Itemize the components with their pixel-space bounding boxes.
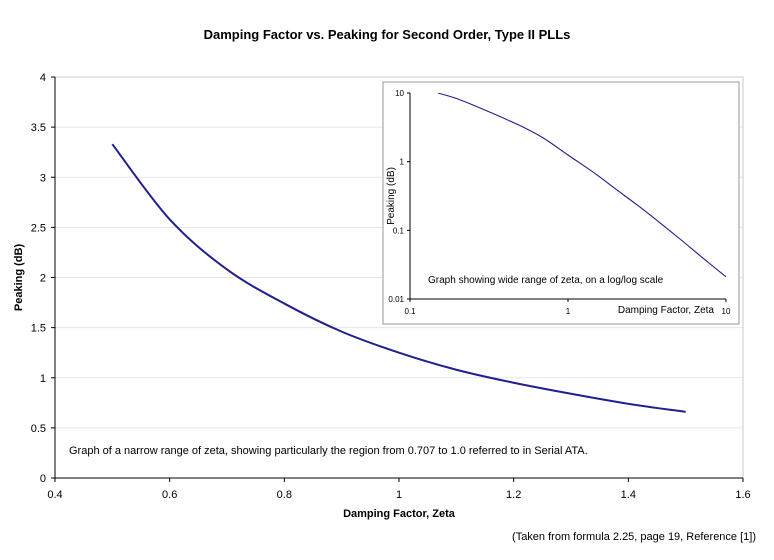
inset-annotation: Graph showing wide range of zeta, on a l… [428,275,664,286]
inset-x-tick-label: 0.1 [404,307,416,316]
inset-y-axis-label: Peaking (dB) [386,167,397,225]
main-x-tick-label: 0.8 [277,489,292,501]
main-y-tick-label: 0 [40,473,46,485]
main-y-tick-label: 2.5 [31,222,46,234]
main-x-axis-label: Damping Factor, Zeta [343,508,456,520]
inset-x-tick-label: 10 [722,307,731,316]
inset-y-tick-label: 0.1 [393,226,405,235]
inset-x-axis-label: Damping Factor, Zeta [618,305,715,316]
main-y-tick-label: 1 [40,373,46,385]
main-x-tick-label: 1.2 [506,489,521,501]
inset-box [382,81,740,325]
main-x-tick-label: 0.6 [162,489,177,501]
main-y-tick-label: 2 [40,273,46,285]
main-y-tick-label: 3 [40,172,46,184]
footnote: (Taken from formula 2.25, page 19, Refer… [512,531,756,543]
inset-y-tick-label: 10 [395,89,404,98]
main-x-tick-label: 1 [396,489,402,501]
main-y-tick-label: 0.5 [31,423,46,435]
inset-x-tick-label: 1 [566,307,571,316]
main-series-line [111,143,686,413]
main-y-axis-label: Peaking (dB) [13,244,25,312]
chart-title: Damping Factor vs. Peaking for Second Or… [204,27,571,42]
inset-y-tick-label: 1 [400,158,405,167]
inset-series-line [437,93,726,278]
main-x-tick-label: 1.4 [621,489,636,501]
main-x-tick-label: 0.4 [47,489,62,501]
main-y-tick-label: 3.5 [31,122,46,134]
main-y-tick-label: 4 [40,72,46,84]
main-annotation: Graph of a narrow range of zeta, showing… [69,445,588,457]
inset-y-tick-label: 0.01 [388,295,404,304]
main-y-tick-label: 1.5 [31,323,46,335]
main-x-tick-label: 1.6 [735,489,750,501]
